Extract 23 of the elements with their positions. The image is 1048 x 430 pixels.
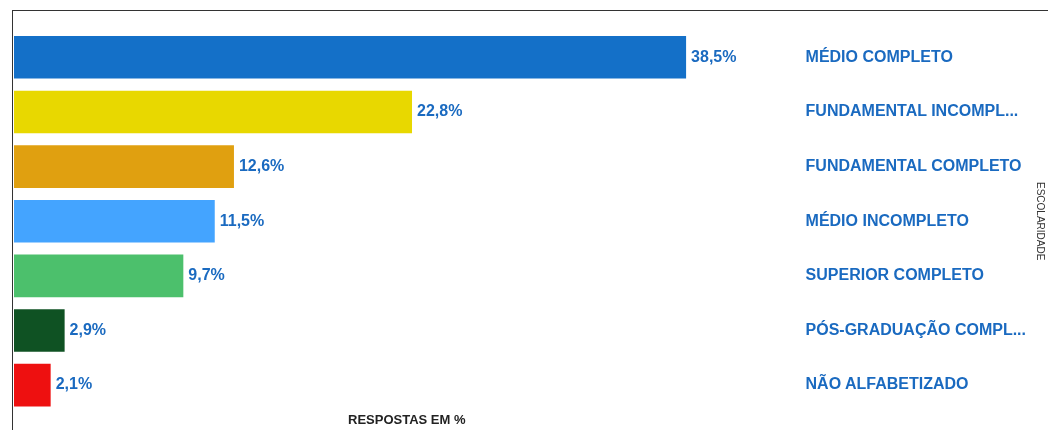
bar	[14, 36, 687, 79]
data-label: 38,5%	[691, 47, 737, 65]
data-label: 22,8%	[417, 102, 463, 120]
bar	[14, 254, 184, 298]
y-tick-label: NÃO ALFABETIZADO	[805, 373, 969, 393]
y-tick-label: FUNDAMENTAL COMPLETO	[805, 156, 1022, 174]
data-label: 9,7%	[188, 266, 225, 284]
y-tick-label: PÓS-GRADUAÇÃO COMPL...	[805, 318, 1027, 338]
data-label: 2,1%	[55, 375, 93, 393]
x-axis-title: RESPOSTAS EM %	[348, 411, 466, 427]
bar	[14, 309, 65, 352]
data-label: 2,9%	[69, 320, 107, 338]
y-tick-label: FUNDAMENTAL INCOMPL...	[805, 102, 1019, 120]
bar	[14, 199, 215, 243]
bar	[14, 90, 413, 134]
y-tick-label: MÉDIO INCOMPLETO	[805, 210, 969, 229]
data-label: 11,5%	[219, 211, 265, 229]
bar	[14, 363, 51, 407]
data-label: 12,6%	[238, 156, 285, 174]
y-axis-title: ESCOLARIDADE	[1035, 182, 1047, 261]
y-tick-label: SUPERIOR COMPLETO	[805, 266, 984, 284]
bar	[14, 145, 234, 188]
y-tick-label: MÉDIO COMPLETO	[805, 46, 953, 65]
